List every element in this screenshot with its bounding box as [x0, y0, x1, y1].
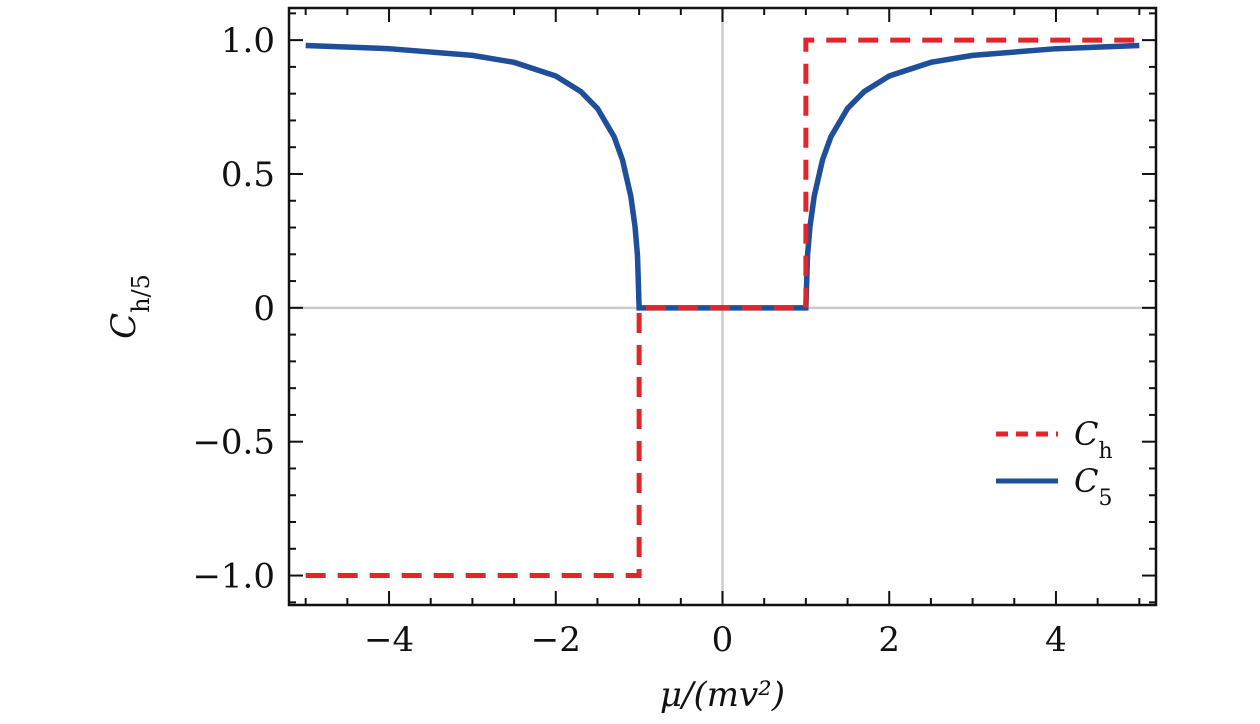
series-layer [305, 37, 1140, 579]
x-axis-title: μ/(mv²) [660, 675, 785, 715]
x-tick-label: −4 [364, 620, 414, 660]
tick-labels: −4 −2 0 2 4 −1.0 −0.5 0 0.5 1.0 [192, 21, 1066, 660]
x-tick-label: −2 [531, 620, 581, 660]
y-tick-label: −0.5 [192, 423, 275, 463]
ticks-layer [289, 8, 1156, 605]
y-tick-label: 0.5 [221, 155, 275, 195]
legend-label-c5: C5 [1074, 462, 1112, 511]
y-tick-label: −1.0 [192, 557, 275, 597]
x-tick-label: 2 [878, 620, 900, 660]
y-tick-label: 1.0 [221, 21, 275, 61]
x-tick-label: 4 [1045, 620, 1067, 660]
legend-label-ch: Ch [1074, 415, 1113, 464]
y-axis-title: Ch/5 [104, 274, 155, 339]
series-line-ch [305, 37, 1140, 579]
x-tick-label: 0 [712, 620, 734, 660]
y-tick-label: 0 [253, 289, 275, 329]
